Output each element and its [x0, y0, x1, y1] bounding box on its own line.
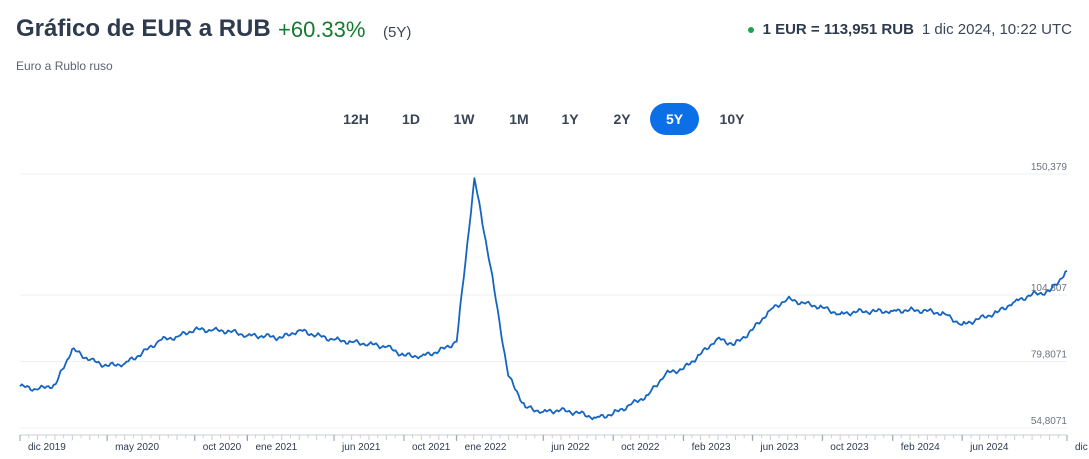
x-tick-label: oct 2023 — [830, 442, 869, 453]
x-tick-label: may 2020 — [115, 442, 159, 453]
tab-1m[interactable]: 1M — [509, 111, 529, 127]
tab-12h[interactable]: 12H — [343, 111, 369, 127]
series-line — [19, 177, 1068, 421]
x-tick-label: feb 2023 — [692, 442, 731, 453]
current-rate: 1 EUR = 113,951 RUB 1 dic 2024, 10:22 UT… — [747, 21, 1072, 38]
tab-5y[interactable]: 5Y — [650, 103, 699, 135]
y-tick-label: 79,8071 — [1031, 350, 1068, 361]
x-tick-label: dic 2024 — [1075, 442, 1089, 453]
tab-1d[interactable]: 1D — [402, 111, 420, 127]
x-tick-label: jun 2023 — [759, 442, 799, 453]
x-tick-label: jun 2024 — [969, 442, 1009, 453]
currency-pair-subtitle: Euro a Rublo ruso — [16, 59, 113, 73]
rate-timestamp: 1 dic 2024, 10:22 UTC — [921, 21, 1072, 38]
chart-title: Gráfico de EUR a RUB — [16, 15, 271, 42]
x-tick-label: dic 2019 — [28, 442, 66, 453]
x-tick-label: oct 2020 — [203, 442, 242, 453]
exchange-rate: 1 EUR = 113,951 RUB — [762, 21, 914, 38]
x-tick-label: ene 2022 — [465, 442, 507, 453]
tab-1y[interactable]: 1Y — [561, 111, 579, 127]
tab-2y[interactable]: 2Y — [613, 111, 631, 127]
tab-1w[interactable]: 1W — [453, 111, 475, 127]
y-tick-label: 54,8071 — [1031, 416, 1068, 427]
x-tick-label: jun 2022 — [550, 442, 590, 453]
x-tick-label: feb 2024 — [901, 442, 940, 453]
percent-change: +60.33% — [278, 17, 366, 42]
x-tick-label: jun 2021 — [341, 442, 381, 453]
y-tick-label: 150,379 — [1031, 162, 1068, 173]
x-tick-label: oct 2022 — [621, 442, 660, 453]
exchange-rate-chart[interactable]: 150,379 104,807 79,8071 54,8071 dic 2019 may … — [0, 150, 1089, 459]
x-tick-label: ene 2021 — [256, 442, 298, 453]
live-dot-icon — [747, 26, 754, 33]
change-period: (5Y) — [383, 24, 412, 41]
y-tick-label: 104,807 — [1031, 283, 1068, 294]
tab-10y[interactable]: 10Y — [719, 111, 745, 127]
x-tick-label: oct 2021 — [412, 442, 451, 453]
